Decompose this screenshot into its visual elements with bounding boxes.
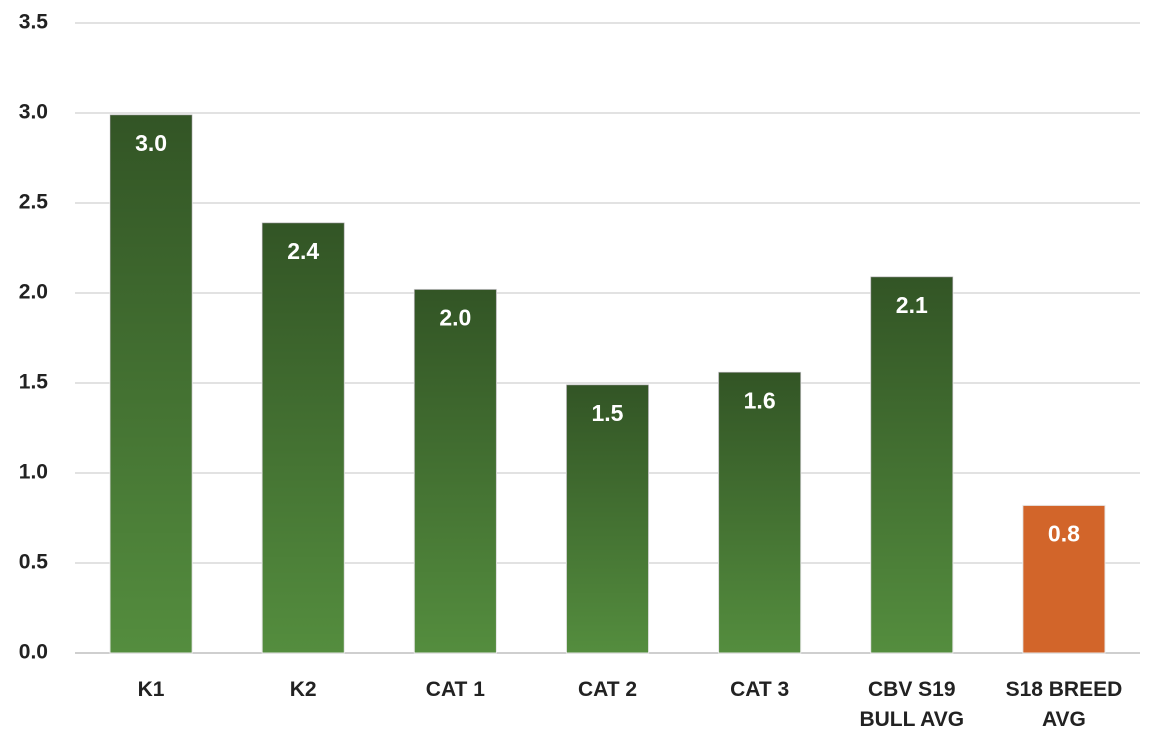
y-tick-label: 1.0 xyxy=(19,461,48,484)
x-tick-label: K2 xyxy=(289,678,317,701)
data-label: 0.8 xyxy=(1048,520,1080,546)
y-tick-label: 3.0 xyxy=(19,101,48,124)
data-label: 1.5 xyxy=(592,400,624,426)
y-tick-label: 3.5 xyxy=(19,11,49,34)
y-tick-label: 2.0 xyxy=(19,281,48,304)
data-label: 3.0 xyxy=(135,130,167,156)
x-tick-label: K1 xyxy=(137,678,165,701)
x-tick-label: CAT 3 xyxy=(730,678,790,701)
bar-shade xyxy=(870,276,953,653)
y-tick-label: 1.5 xyxy=(19,371,49,394)
bar-shade xyxy=(109,114,193,654)
x-tick-label: CBV S19 BULL AVG xyxy=(859,678,965,731)
x-tick-label: CAT 2 xyxy=(577,678,638,701)
data-label: 2.4 xyxy=(287,238,319,264)
bar-shade xyxy=(414,289,497,653)
x-tick-label: S18 BREED AVG xyxy=(1005,678,1123,731)
data-label: 1.6 xyxy=(744,387,776,413)
data-label: 2.0 xyxy=(439,304,471,330)
y-tick-label: 2.5 xyxy=(19,191,49,214)
bar-shade xyxy=(262,222,345,654)
y-tick-label: 0.0 xyxy=(19,641,48,664)
bar-shade xyxy=(1022,505,1106,653)
bar-shade xyxy=(718,372,801,653)
bar-shade xyxy=(566,384,649,653)
x-tick-label: CAT 1 xyxy=(425,678,485,701)
y-tick-label: 0.5 xyxy=(19,551,49,574)
data-label: 2.1 xyxy=(896,292,928,318)
